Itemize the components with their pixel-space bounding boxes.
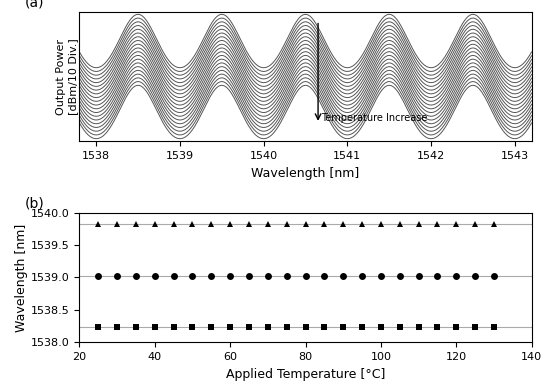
Text: (b): (b) (25, 196, 45, 210)
Y-axis label: Output Power
[dBm/10 Div.]: Output Power [dBm/10 Div.] (56, 38, 78, 115)
X-axis label: Applied Temperature [°C]: Applied Temperature [°C] (226, 368, 385, 380)
Y-axis label: Wavelength [nm]: Wavelength [nm] (15, 223, 28, 331)
X-axis label: Wavelength [nm]: Wavelength [nm] (252, 166, 359, 180)
Text: (a): (a) (25, 0, 45, 9)
Text: Temperature Increase: Temperature Increase (322, 113, 428, 123)
